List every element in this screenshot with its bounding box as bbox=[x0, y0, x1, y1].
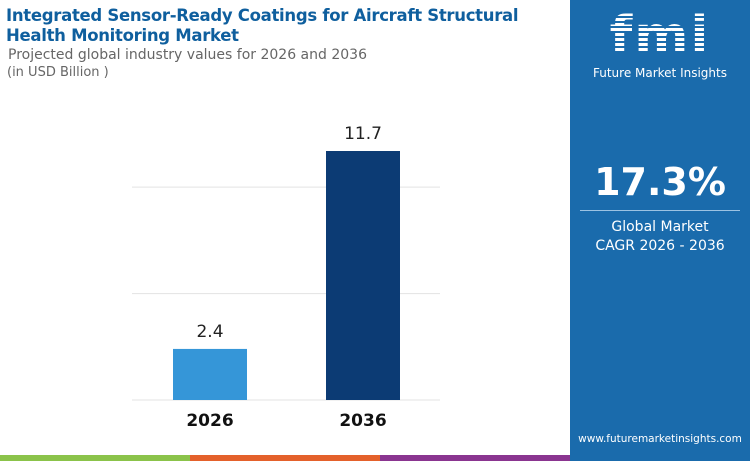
cagr-label-line2: CAGR 2026 - 2036 bbox=[595, 238, 725, 254]
bar-2036 bbox=[326, 151, 400, 400]
chart-title: Integrated Sensor-Ready Coatings for Air… bbox=[6, 6, 519, 45]
website-link[interactable]: www.futuremarketinsights.com bbox=[578, 433, 742, 445]
divider bbox=[580, 210, 740, 211]
data-label: 2.4 bbox=[196, 322, 223, 342]
x-tick-label: 2036 bbox=[339, 411, 386, 431]
stripe-green bbox=[0, 455, 190, 461]
cagr-label: Global Market CAGR 2026 - 2036 bbox=[570, 218, 750, 256]
data-label: 11.7 bbox=[344, 124, 382, 144]
unit-label: (in USD Billion ) bbox=[7, 65, 109, 80]
brand-name: Future Market Insights bbox=[592, 66, 727, 80]
stripe-purple bbox=[380, 455, 570, 461]
fmi-logo: fmi Future Market Insights bbox=[570, 8, 750, 80]
bar-2026 bbox=[173, 348, 247, 400]
cagr-label-line1: Global Market bbox=[611, 219, 709, 235]
cagr-value: 17.3% bbox=[594, 160, 726, 204]
chart-subtitle: Projected global industry values for 202… bbox=[8, 47, 367, 63]
bar-chart: 2.4 2026 11.7 2036 bbox=[132, 124, 440, 431]
x-tick-label: 2026 bbox=[186, 411, 233, 431]
logo-mark: fmi bbox=[570, 8, 750, 64]
stripe-orange bbox=[190, 455, 380, 461]
side-panel: fmi Future Market Insights 17.3% Global … bbox=[570, 0, 750, 461]
